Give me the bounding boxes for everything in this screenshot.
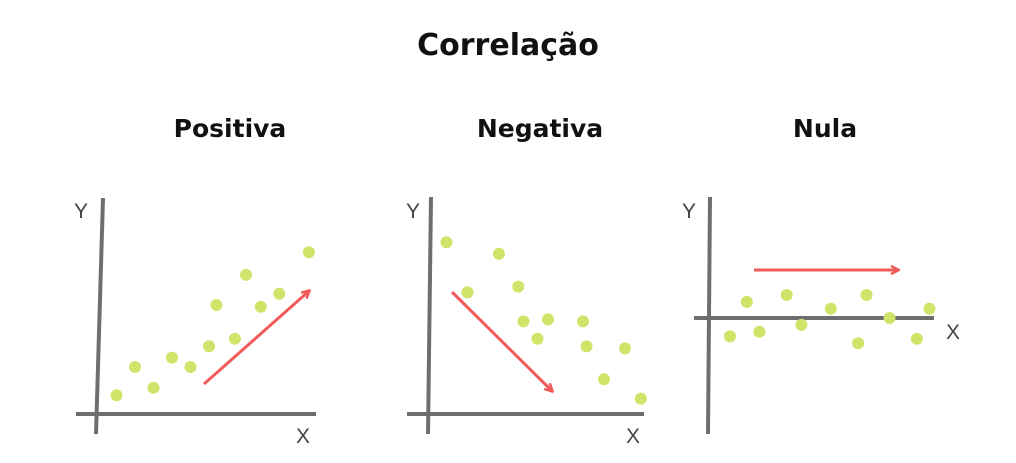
scatter-point-8 [860, 289, 873, 301]
scatter-point-1 [110, 389, 123, 402]
scatter-point-5 [517, 315, 530, 328]
y-axis-label: Y [406, 200, 420, 223]
scatter-point-1 [440, 236, 453, 249]
scatter-point-6 [531, 332, 544, 345]
y-axis [94, 197, 105, 435]
scatter-point-5 [184, 361, 197, 373]
scatter-points [440, 236, 647, 405]
page-title: Correlação [417, 28, 599, 63]
y-axis [706, 196, 712, 435]
panel-title-positiva: Positiva [173, 114, 287, 143]
trend-arrow [450, 290, 552, 391]
y-axis-label: Y [74, 200, 88, 223]
scatter-points [110, 246, 315, 402]
x-axis-label: X [626, 425, 640, 448]
scatter-point-11 [619, 342, 631, 355]
scatter-point-10 [598, 373, 610, 386]
scatter-point-12 [634, 392, 647, 405]
scatter-point-4 [166, 351, 178, 364]
scatter-point-12 [302, 246, 315, 259]
x-axis-label: X [946, 321, 960, 344]
scatter-point-6 [203, 340, 215, 353]
scatter-point-4 [780, 289, 793, 301]
scatter-points [724, 289, 936, 350]
scatter-point-2 [129, 361, 141, 373]
y-axis-label: Y [682, 200, 696, 223]
scatter-point-4 [512, 280, 525, 293]
scatter-point-8 [577, 315, 589, 328]
scatter-point-9 [240, 268, 252, 281]
scatter-point-11 [923, 302, 936, 315]
trend-arrow [203, 291, 309, 386]
scatter-point-5 [795, 318, 808, 331]
panel-title-nula: Nula [792, 114, 858, 143]
scatter-point-6 [824, 302, 837, 315]
scatter-point-3 [753, 325, 766, 338]
y-axis [426, 196, 433, 435]
scatter-point-2 [740, 295, 753, 308]
panel-title-negativa: Negativa [476, 114, 604, 143]
scatter-point-3 [493, 247, 505, 260]
scatter-point-8 [228, 332, 241, 345]
scatter-point-9 [883, 312, 896, 324]
scatter-point-10 [910, 332, 923, 345]
scatter-point-2 [461, 286, 474, 299]
scatter-point-11 [273, 287, 286, 300]
chart-panel-positiva: Y X [74, 197, 316, 448]
scatter-point-7 [542, 313, 554, 326]
chart-panel-nula: Y X [682, 196, 960, 435]
scatter-point-7 [852, 337, 865, 350]
scatter-point-3 [147, 381, 160, 394]
chart-panel-negativa: Y X [406, 196, 647, 448]
scatter-point-10 [254, 300, 267, 313]
scatter-point-1 [724, 330, 736, 343]
scatter-point-9 [580, 340, 593, 353]
x-axis-label: X [296, 425, 310, 448]
scatter-point-7 [210, 299, 223, 311]
